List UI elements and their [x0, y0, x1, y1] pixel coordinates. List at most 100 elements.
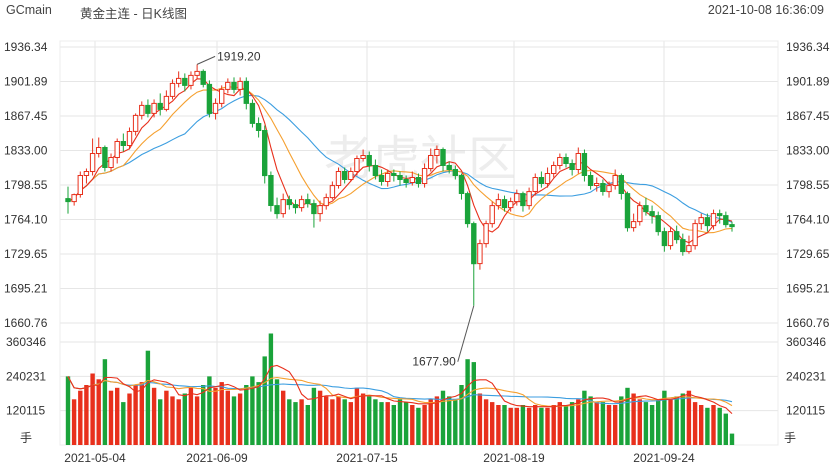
- volume-bar: [613, 405, 618, 445]
- candle-body: [637, 205, 643, 223]
- candle-body: [514, 193, 520, 203]
- price-tick-right: 1695.21: [786, 281, 830, 295]
- low-pointer: [457, 305, 475, 362]
- candle-body: [446, 165, 452, 170]
- volume-bar: [569, 402, 575, 445]
- volume-bar: [729, 433, 735, 445]
- volume-bar: [262, 356, 267, 445]
- volume-bar: [656, 399, 661, 445]
- candle-body: [348, 171, 354, 180]
- volume-bar: [317, 390, 323, 445]
- volume-tick-left: 240231: [6, 369, 46, 383]
- price-tick-right: 1660.76: [786, 316, 830, 330]
- candle-body: [557, 157, 563, 166]
- candle-body: [581, 153, 588, 176]
- volume-bar: [194, 396, 200, 445]
- volume-tick-right: 120115: [786, 404, 825, 418]
- volume-bar: [514, 407, 519, 445]
- volume-bar: [459, 385, 464, 445]
- volume-bar: [471, 362, 476, 445]
- volume-bar: [533, 405, 538, 445]
- volume-bar: [360, 393, 366, 445]
- candle-body: [428, 155, 434, 169]
- volume-bar: [373, 399, 378, 445]
- candle-body: [403, 179, 409, 183]
- price-tick-left: 1936.34: [4, 40, 48, 54]
- candle-body: [538, 177, 545, 184]
- volume-bar: [274, 379, 280, 445]
- candle-body: [520, 193, 526, 207]
- volume-bar: [637, 399, 642, 445]
- volume-bar: [410, 405, 415, 445]
- volume-tick-left: 360346: [6, 335, 46, 349]
- candle-body: [661, 231, 668, 247]
- annotations: 1919.20 1677.90: [196, 49, 475, 369]
- candle-body: [249, 102, 256, 124]
- volume-bar: [151, 387, 157, 445]
- volume-bar: [78, 390, 83, 445]
- volume-bar: [692, 402, 698, 445]
- volume-bar: [201, 385, 206, 445]
- high-pointer: [196, 55, 216, 65]
- volume-bar: [164, 390, 169, 445]
- volume-bar: [717, 407, 722, 445]
- price-tick-right: 1764.10: [786, 213, 830, 227]
- volume-bar: [342, 399, 347, 445]
- volume-bar: [502, 405, 507, 445]
- price-tick-right: 1798.55: [786, 178, 830, 192]
- price-tick-left: 1660.76: [4, 316, 48, 330]
- volume-bar: [139, 382, 144, 445]
- volume-bar: [231, 396, 237, 445]
- volume-bar: [496, 405, 501, 445]
- candle-body: [157, 102, 163, 110]
- candle-body: [151, 102, 157, 114]
- volume-bar: [508, 407, 513, 445]
- volume-bar: [90, 373, 95, 445]
- candle-body: [667, 231, 674, 247]
- volume-bar: [367, 396, 372, 445]
- volume-bar: [557, 402, 562, 445]
- volume-bar: [133, 385, 138, 445]
- volume-bar: [699, 405, 704, 445]
- low-label: 1677.90: [412, 355, 456, 369]
- candle-body: [372, 165, 379, 176]
- candle-body: [655, 215, 661, 233]
- volume-bar: [84, 385, 89, 445]
- candle-body: [114, 141, 120, 158]
- volume-bar: [348, 402, 353, 445]
- symbol-label: GCmain: [6, 3, 52, 17]
- volume-bar: [625, 387, 630, 445]
- candle-body: [286, 199, 293, 206]
- volume-bar: [416, 407, 421, 445]
- candle-body: [477, 243, 483, 265]
- candle-body: [225, 81, 231, 90]
- price-tick-left: 1798.55: [4, 178, 48, 192]
- candle-body: [495, 199, 502, 207]
- candle-body: [587, 175, 594, 186]
- price-tick-right: 1867.45: [786, 109, 830, 123]
- volume-ma20-line: [67, 376, 733, 405]
- volume-bar: [576, 399, 581, 445]
- volume-bar: [551, 405, 556, 445]
- volume-bar: [526, 407, 532, 445]
- volume-ma5-line: [67, 364, 733, 414]
- candle-body: [483, 223, 489, 245]
- candle-body: [501, 199, 508, 209]
- volume-bar: [422, 405, 427, 445]
- volume-bar: [711, 405, 716, 445]
- candle-body: [182, 77, 188, 86]
- candle-body: [83, 171, 90, 176]
- candle-body: [311, 203, 317, 215]
- candle-body: [305, 199, 311, 205]
- volume-bar: [96, 379, 101, 445]
- candle-body: [231, 81, 237, 90]
- candle-body: [434, 149, 440, 156]
- volume-bar: [649, 405, 655, 445]
- candle-body: [385, 173, 391, 182]
- volume-bar: [379, 402, 384, 445]
- candle-body: [292, 204, 299, 209]
- date-tick: 2021-06-09: [186, 451, 248, 465]
- candle-body: [65, 198, 71, 203]
- volume-bar: [305, 405, 310, 445]
